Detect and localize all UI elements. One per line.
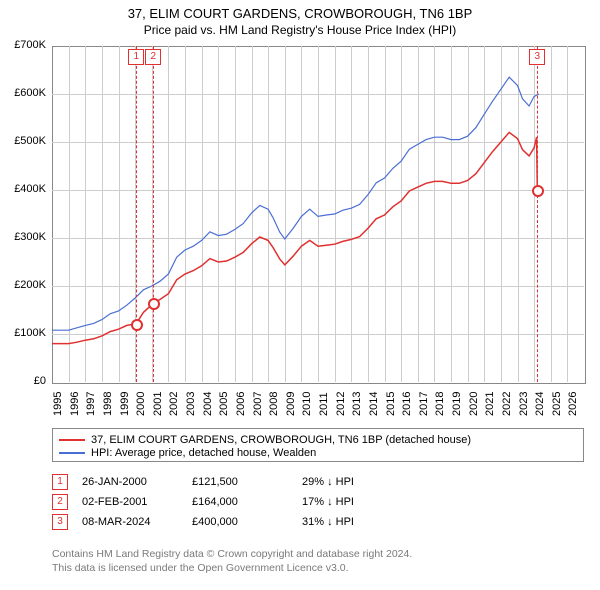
transaction-marker-box: 1 — [128, 49, 144, 65]
transaction-marker-box: 2 — [145, 49, 161, 65]
transaction-vline — [153, 46, 154, 382]
series-line — [52, 132, 537, 343]
chart-container: 37, ELIM COURT GARDENS, CROWBOROUGH, TN6… — [0, 0, 600, 590]
transaction-point — [532, 185, 544, 197]
transaction-point — [148, 298, 160, 310]
transaction-vline — [537, 46, 538, 382]
series-line — [52, 77, 539, 330]
transaction-point — [131, 319, 143, 331]
transaction-vline — [136, 46, 137, 382]
series-svg — [0, 0, 600, 590]
transaction-marker-box: 3 — [529, 49, 545, 65]
